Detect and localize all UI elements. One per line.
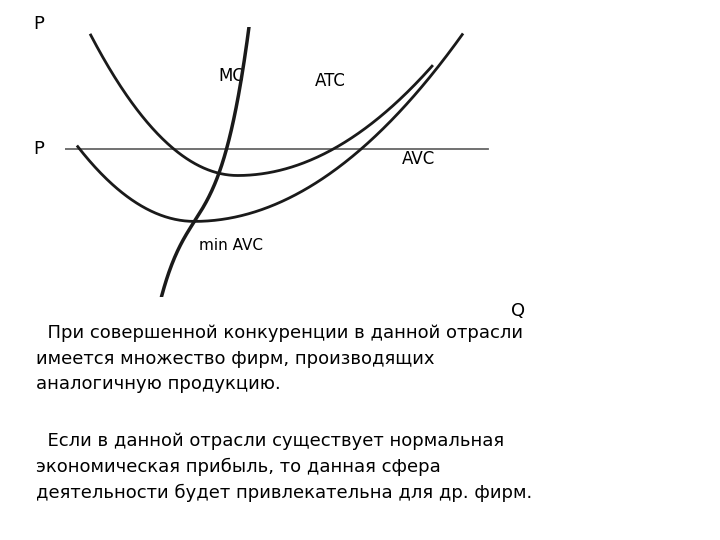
Text: min AVC: min AVC — [199, 238, 263, 253]
Text: ATC: ATC — [315, 72, 346, 90]
Text: MC: MC — [218, 66, 244, 85]
Text: AVC: AVC — [402, 150, 435, 168]
Text: P: P — [33, 15, 45, 33]
Text: Q: Q — [511, 301, 526, 320]
Text: Если в данной отрасли существует нормальная
экономическая прибыль, то данная сфе: Если в данной отрасли существует нормаль… — [36, 432, 532, 502]
Text: P: P — [33, 139, 45, 158]
Text: При совершенной конкуренции в данной отрасли
имеется множество фирм, производящи: При совершенной конкуренции в данной отр… — [36, 324, 523, 394]
